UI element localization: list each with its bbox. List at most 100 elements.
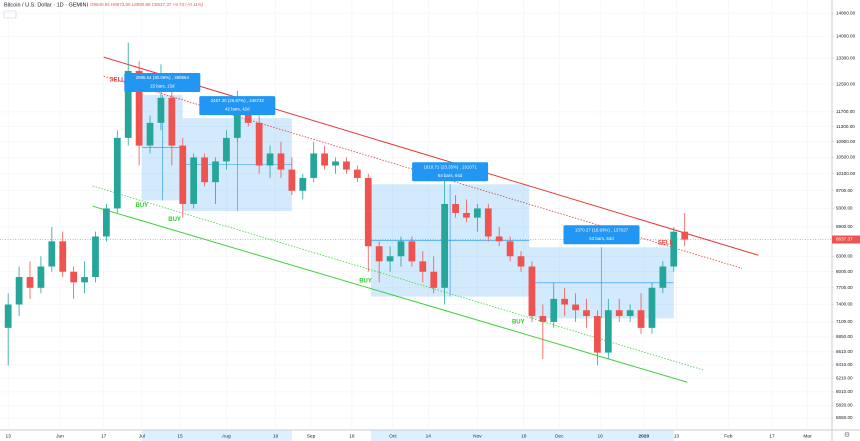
chart-title: Bitcoin / U.S. Dollar · 1D · GEMINI <box>4 2 89 8</box>
candle-body <box>244 111 252 123</box>
collapse-button[interactable] <box>3 10 17 19</box>
candle-body <box>26 277 34 288</box>
x-tick-label: Oct <box>389 433 397 439</box>
candle-body <box>637 310 645 328</box>
candle-body <box>528 266 536 317</box>
candle-body <box>539 316 547 322</box>
candle-body <box>670 231 678 267</box>
y-tick-label: 5820.00 <box>836 403 853 408</box>
candle-body <box>201 157 208 183</box>
x-tick-label: 13 <box>674 433 680 439</box>
candle-body <box>15 277 23 305</box>
candle-body <box>190 157 198 204</box>
y-tick-label: 9700.00 <box>836 188 853 193</box>
trendline <box>103 56 759 256</box>
candle-body <box>659 266 667 288</box>
candle-body <box>648 287 656 328</box>
candle-body <box>441 203 449 288</box>
candle-body <box>299 177 307 191</box>
y-tick-label: 11300.00 <box>836 124 855 129</box>
candle-body <box>233 111 241 138</box>
x-tick-label: 17 <box>769 433 775 439</box>
axis-highlight <box>370 430 530 441</box>
candle-body <box>452 203 459 213</box>
y-tick-label: 11700.00 <box>836 109 855 114</box>
signal-label: BUY <box>136 203 149 209</box>
x-tick-label: Aug <box>222 433 231 439</box>
signal-label: BUY <box>168 217 181 223</box>
candle-body <box>59 241 67 272</box>
candle-body <box>506 241 514 257</box>
x-tick-label: 18 <box>521 433 527 439</box>
candle-body <box>310 153 318 178</box>
y-tick-label: 10900.00 <box>836 139 856 144</box>
y-tick-label: 10100.00 <box>836 171 856 176</box>
candle-body <box>321 153 328 166</box>
measure-label: 2895.64 (30.06%) , 389564 <box>136 75 190 80</box>
candle-body <box>70 271 78 283</box>
y-tick-label: 8300.00 <box>836 253 853 258</box>
y-tick-label: 6410.00 <box>836 362 853 367</box>
candle-body <box>583 310 590 317</box>
x-tick-label: 13 <box>6 433 12 439</box>
candle-body <box>572 304 579 311</box>
y-tick-label: 8900.00 <box>836 224 853 229</box>
y-tick-label: 12500.00 <box>836 81 856 86</box>
x-tick-label: Jul <box>139 433 145 439</box>
candle-body <box>135 70 143 146</box>
candle-body <box>168 97 176 146</box>
measure-label: 2457.30 (26.87%) , 245732 <box>211 98 265 103</box>
y-tick-label: 14800.00 <box>836 10 856 15</box>
x-tick-label: Nov <box>473 433 482 439</box>
measure-label: 42 bars, 42d <box>225 107 250 112</box>
candle-body <box>561 298 569 305</box>
y-tick-label: 14000.00 <box>836 34 856 39</box>
candle-body <box>681 231 689 240</box>
axis-layer: 14800.00 14000.00 13300.00 12500.00 11700.00… <box>6 10 860 441</box>
candle-body <box>604 310 612 353</box>
x-tick-label: 2020 <box>638 433 649 439</box>
y-tick-label: 7100.00 <box>836 319 853 324</box>
settings-icon[interactable]: ⚙ <box>844 431 850 439</box>
measure-label: 64 bars, 64d <box>438 173 463 178</box>
x-tick-label: 15 <box>177 433 183 439</box>
x-tick-label: 16 <box>597 433 603 439</box>
signal-label: BUY <box>359 278 372 284</box>
candle-body <box>419 261 427 272</box>
y-tick-label: 6010.00 <box>836 389 853 394</box>
y-tick-label: 10500.00 <box>836 155 856 160</box>
y-tick-label: 5650.00 <box>836 415 853 420</box>
candle-body <box>408 241 416 262</box>
y-tick-label: 6210.00 <box>836 375 853 380</box>
x-tick-label: 17 <box>101 433 107 439</box>
candle-body <box>92 236 99 278</box>
candle-body <box>212 161 219 183</box>
x-tick-label: 16 <box>349 433 355 439</box>
x-tick-label: 19 <box>273 433 279 439</box>
candle-body <box>4 304 12 328</box>
candle-body <box>48 241 56 267</box>
candle-body <box>397 241 405 257</box>
ohlc-legend: O8640.94 H8673.00 L8590.88 C8637.37 +9.7… <box>90 2 204 7</box>
candle-body <box>495 236 503 242</box>
candle-body <box>594 316 601 353</box>
candle-body <box>223 137 230 162</box>
signal-label: SELL <box>658 240 674 246</box>
axis-highlight <box>182 430 292 441</box>
candle-body <box>266 153 274 166</box>
x-tick-label: 14 <box>426 433 432 439</box>
candle-layer <box>4 42 689 366</box>
measure-label-bg <box>199 96 276 116</box>
axis-highlight <box>529 430 674 441</box>
candle-body <box>386 256 394 262</box>
candle-body <box>484 208 492 237</box>
measure-label: 15 bars, 15d <box>150 84 175 89</box>
candle-body <box>517 256 525 267</box>
x-tick-label: Jun <box>56 433 64 439</box>
candle-body <box>81 277 88 283</box>
y-tick-label: 7400.00 <box>836 302 853 307</box>
y-tick-label: 9300.00 <box>836 206 853 211</box>
last-price-tag <box>832 235 860 244</box>
candle-body <box>113 137 121 209</box>
candle-body <box>473 208 481 218</box>
